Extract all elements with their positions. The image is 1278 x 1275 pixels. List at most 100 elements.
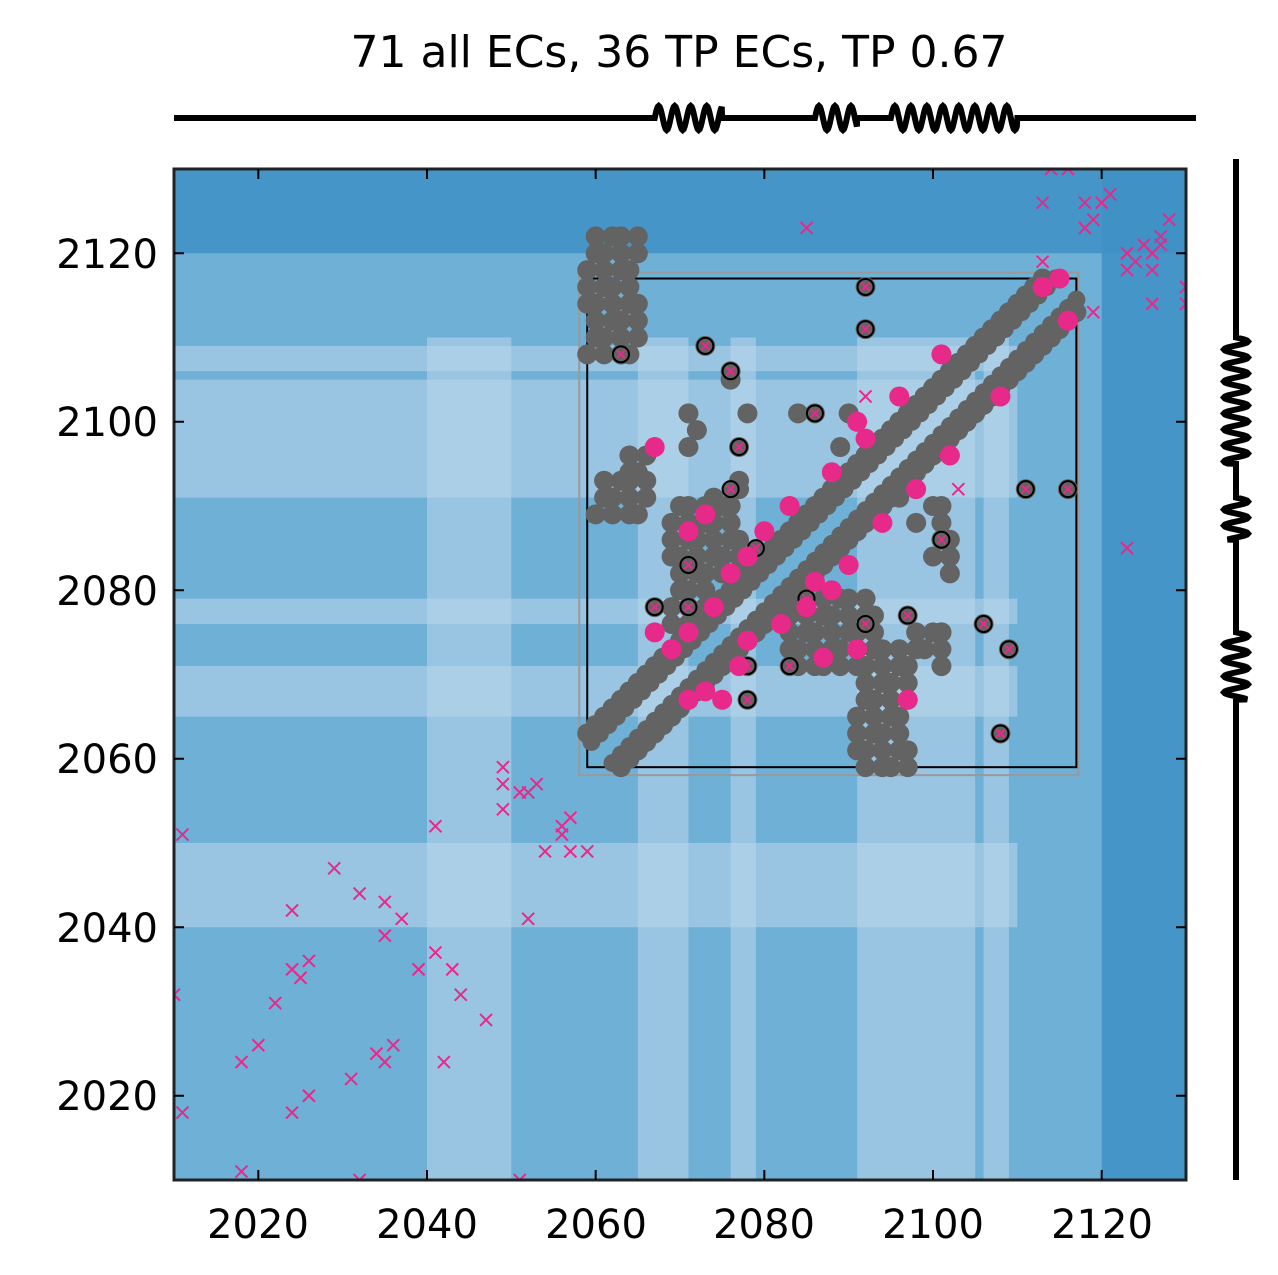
native-contact-point <box>906 622 927 643</box>
native-contact-point <box>889 487 910 508</box>
tp-contact-point <box>712 689 733 710</box>
marked-contact-cross <box>683 560 694 570</box>
x-tick-label: 2120 <box>1051 1202 1153 1248</box>
marked-contact-cross <box>683 602 694 612</box>
native-contact-point <box>661 613 682 634</box>
x-tick-label: 2040 <box>376 1202 478 1248</box>
predicted-ec-marker <box>352 1173 367 1180</box>
predicted-ec-marker <box>496 777 510 791</box>
predicted-ec-marker <box>285 1105 299 1120</box>
native-contact-point <box>931 512 952 533</box>
tp-contact-point <box>939 445 960 466</box>
tp-contact-point <box>897 689 918 710</box>
predicted-ec-marker <box>1044 169 1058 176</box>
native-contact-point <box>577 276 598 297</box>
tp-contact-point <box>644 437 665 458</box>
marked-contact-cross <box>978 619 989 629</box>
predicted-ec-marker <box>1128 254 1143 269</box>
x-tick-label: 2100 <box>882 1202 984 1248</box>
native-contact-point <box>585 226 606 247</box>
predicted-ec-marker <box>378 895 392 909</box>
native-contact-point <box>889 723 910 744</box>
native-contact-point <box>627 293 648 314</box>
predicted-ec-marker <box>563 811 578 825</box>
predicted-ec-marker <box>302 1089 316 1103</box>
predicted-ec-marker <box>344 1072 358 1086</box>
marked-contact-cross <box>936 534 947 545</box>
native-contact-point <box>931 656 952 677</box>
predicted-ec-marker <box>1086 212 1100 227</box>
native-contact-point <box>594 327 615 348</box>
predicted-ec-marker <box>268 996 282 1010</box>
predicted-ec-marker <box>454 987 468 1002</box>
tp-contact-point <box>779 496 800 516</box>
predicted-ec-marker <box>175 1105 190 1120</box>
native-contact-point <box>830 639 851 660</box>
native-contact-point <box>602 487 623 508</box>
y-tick-label: 2100 <box>56 400 158 446</box>
predicted-ec-marker <box>386 1038 400 1052</box>
predicted-ec-marker <box>563 844 578 859</box>
native-contact-point <box>931 639 952 660</box>
native-contact-point <box>923 546 943 567</box>
predicted-ec-marker <box>285 903 299 918</box>
y-tick-label: 2120 <box>56 232 158 278</box>
marked-contact-cross <box>902 610 913 621</box>
predicted-ec-marker <box>428 945 443 960</box>
tp-contact-point <box>678 689 699 710</box>
tp-contact-point <box>855 428 876 449</box>
native-contact-point <box>855 757 876 778</box>
native-contact-point <box>712 546 733 567</box>
native-contact-point <box>661 529 682 550</box>
marked-contact-cross <box>649 602 660 612</box>
native-contact-point <box>788 403 809 424</box>
predicted-ec-marker <box>1145 297 1159 311</box>
native-contact-point <box>838 605 859 626</box>
right-secondary-structure-line <box>1219 159 1253 1180</box>
native-contact-point <box>636 470 657 491</box>
marked-contact-cross <box>742 695 753 705</box>
predicted-ec-marker <box>394 912 409 926</box>
native-contact-point <box>661 597 682 618</box>
native-contact-point <box>695 563 716 584</box>
region-box-layer <box>578 271 1080 777</box>
x-tick-label: 2020 <box>207 1202 309 1248</box>
marked-contact-cross <box>616 349 626 360</box>
native-contact-point <box>602 293 623 314</box>
y-tick-label: 2080 <box>56 569 158 615</box>
native-contact-point <box>703 487 724 508</box>
axis-tick-marks <box>174 169 1186 1180</box>
native-contact-point <box>619 276 640 297</box>
native-contact-point <box>830 656 851 677</box>
marked-contact-cross <box>1004 644 1014 654</box>
tp-contact-point <box>737 546 758 567</box>
predicted-ec-marker <box>234 1164 249 1179</box>
native-contact-point <box>594 470 615 491</box>
native-contact-point <box>855 656 876 677</box>
predicted-ec-marker <box>1162 212 1176 227</box>
native-contact-point <box>678 496 699 516</box>
native-contact-point <box>720 512 741 533</box>
native-contact-point <box>855 588 876 609</box>
tp-contact-point <box>771 613 792 634</box>
tp-contact-point <box>695 504 716 525</box>
tp-contact-point <box>703 597 724 618</box>
native-contact-point <box>594 243 615 264</box>
native-contact-point <box>678 403 699 424</box>
native-contact-point <box>619 260 640 281</box>
predicted-ec-marker <box>174 987 181 1002</box>
native-contact-point <box>939 546 960 567</box>
native-contact-point <box>872 639 893 660</box>
predicted-ec-marker <box>378 928 392 943</box>
native-contact-point <box>880 757 901 778</box>
chart-title: 71 all ECs, 36 TP ECs, TP 0.67 <box>351 27 1008 78</box>
native-contact-point <box>627 310 648 331</box>
predicted-ec-marker <box>496 802 510 817</box>
predicted-ec-layer <box>174 169 1186 1180</box>
x-tick-label: 2080 <box>713 1202 815 1248</box>
tp-contact-point <box>729 656 750 677</box>
predicted-ec-marker <box>251 1038 266 1052</box>
native-contact-point <box>627 243 648 264</box>
tp-contact-point <box>1049 268 1070 289</box>
